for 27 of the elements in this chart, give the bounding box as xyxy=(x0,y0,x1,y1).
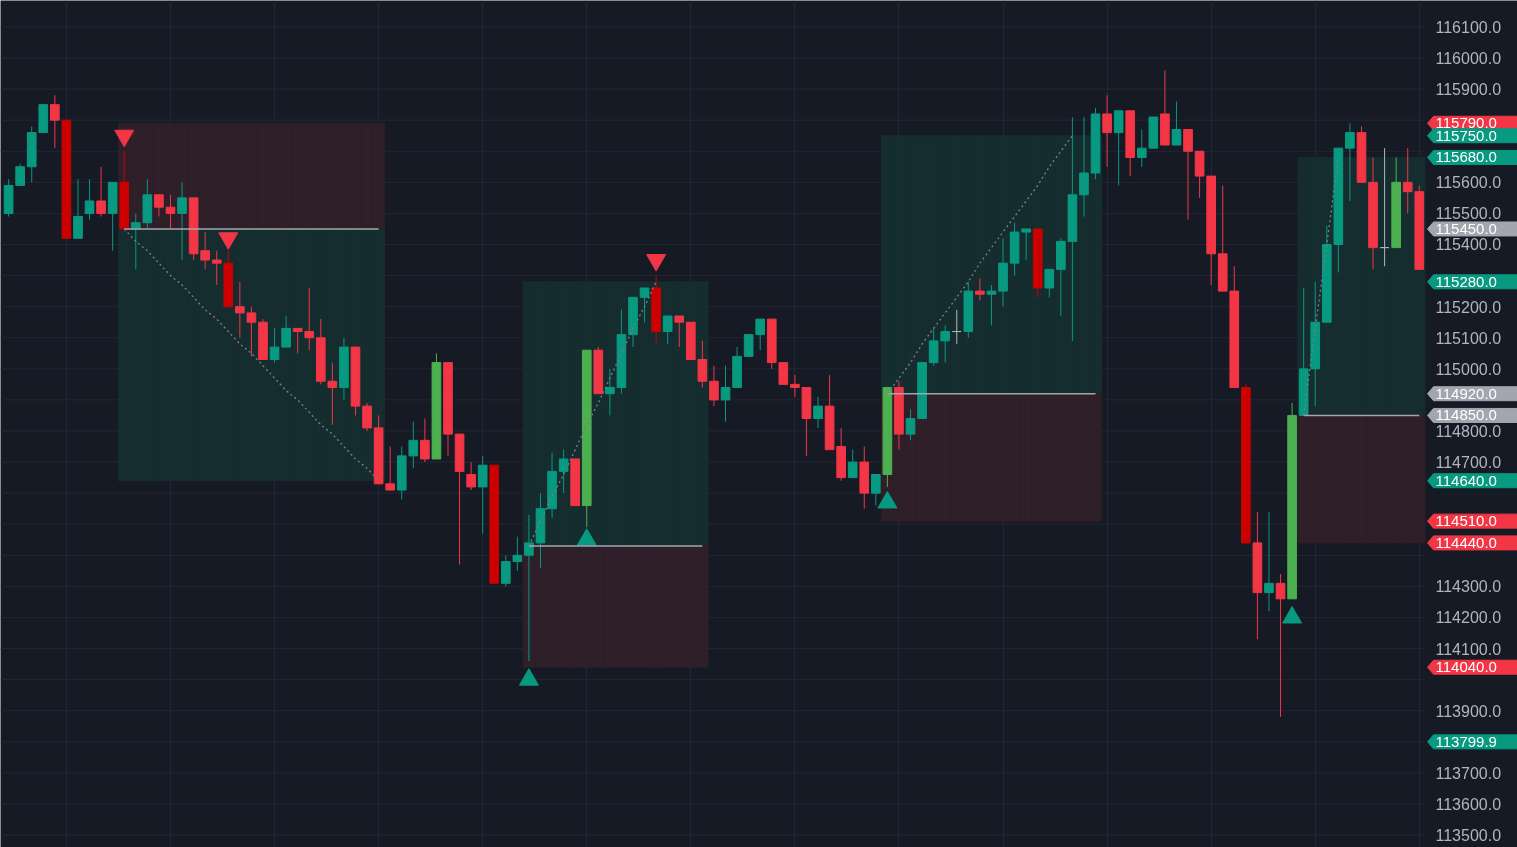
y-tick-label: 115600.0 xyxy=(1435,174,1502,192)
y-tick-label: 116100.0 xyxy=(1435,18,1502,36)
y-tick-label: 113700.0 xyxy=(1435,764,1502,782)
y-tick-label: 115900.0 xyxy=(1435,81,1502,99)
y-tick-label: 115100.0 xyxy=(1435,329,1502,347)
y2-tick-label: 114040.0 xyxy=(1435,658,1497,676)
y2-tick-label: 114640.0 xyxy=(1435,471,1497,489)
y-tick-label: 114200.0 xyxy=(1435,609,1502,627)
y-tick-label: 115400.0 xyxy=(1435,236,1502,254)
y2-tick-label: 114850.0 xyxy=(1435,406,1497,424)
y-tick-label: 114300.0 xyxy=(1435,578,1502,596)
y-tick-label: 115000.0 xyxy=(1435,360,1502,378)
y-tick-label: 115200.0 xyxy=(1435,298,1502,316)
y-tick-label: 114800.0 xyxy=(1435,422,1502,440)
y2-tick-label: 115790.0 xyxy=(1435,114,1497,132)
y-tick-label: 113500.0 xyxy=(1435,827,1502,845)
y-tick-label: 116000.0 xyxy=(1435,50,1502,67)
y2-tick-label: 113799.9 xyxy=(1435,732,1497,750)
y2-tick-label: 114920.0 xyxy=(1435,384,1497,402)
y2-tick-label: 114510.0 xyxy=(1435,512,1497,530)
y-tick-label: 113600.0 xyxy=(1435,795,1502,813)
y2-tick-label: 114440.0 xyxy=(1435,533,1497,551)
y-tick-label: 114700.0 xyxy=(1435,454,1502,472)
y-tick-label: 113900.0 xyxy=(1435,702,1502,720)
y-tick-label: 114100.0 xyxy=(1435,640,1502,658)
y2-tick-label: 115680.0 xyxy=(1435,148,1497,166)
y2-tick-label: 115280.0 xyxy=(1435,272,1497,290)
